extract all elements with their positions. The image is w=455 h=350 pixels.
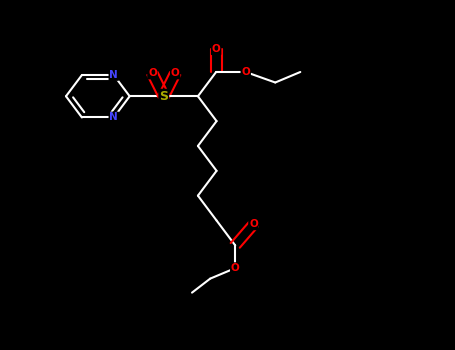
Text: O: O — [171, 69, 180, 78]
Text: S: S — [159, 90, 168, 103]
Text: O: O — [148, 69, 157, 78]
Text: O: O — [241, 67, 250, 77]
Text: O: O — [249, 219, 258, 229]
Text: O: O — [212, 44, 221, 54]
Text: N: N — [109, 70, 118, 80]
Text: N: N — [109, 112, 118, 122]
Text: O: O — [231, 263, 240, 273]
